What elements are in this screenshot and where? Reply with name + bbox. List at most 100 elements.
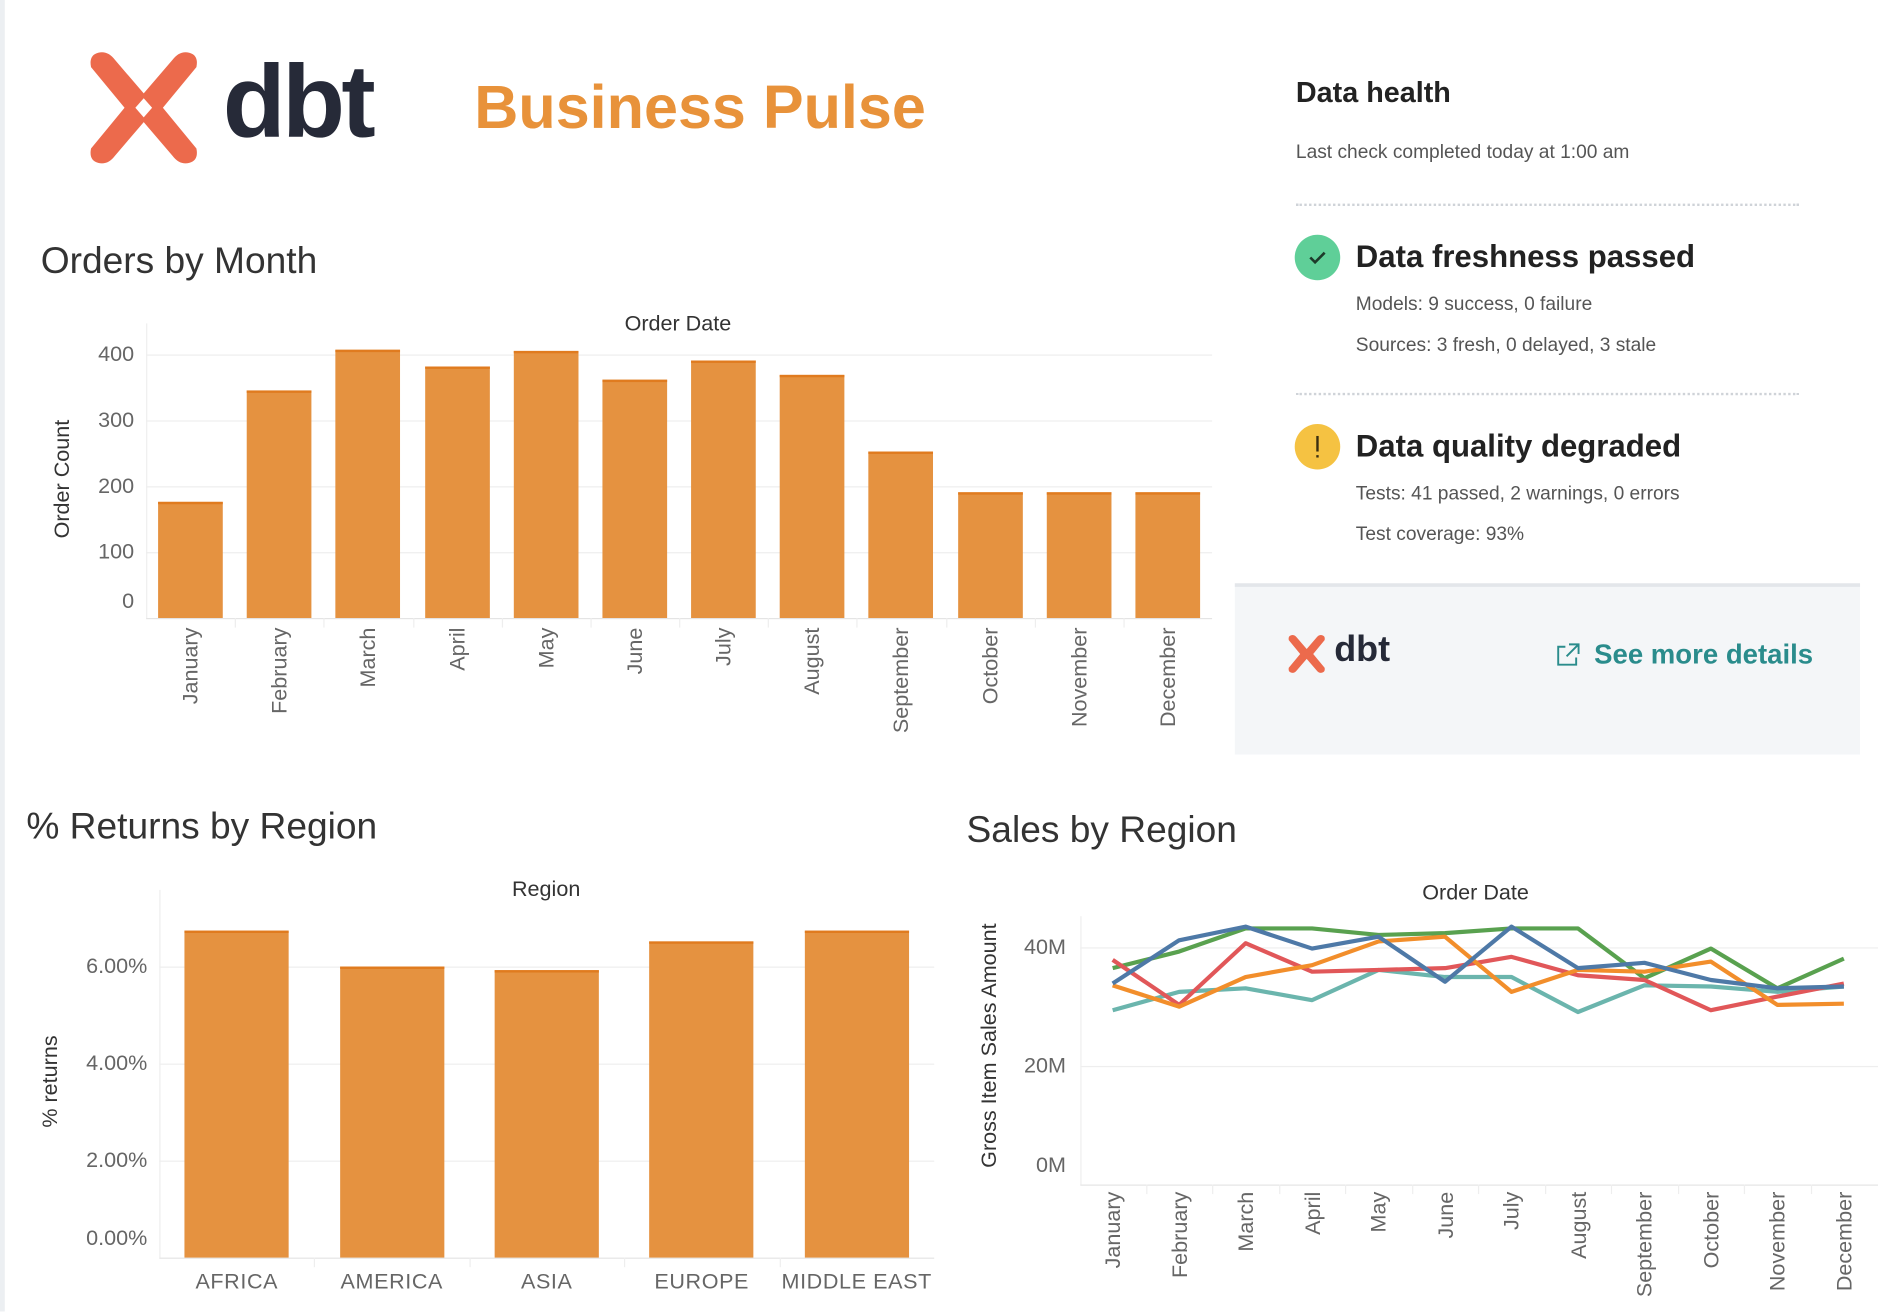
gridline: [146, 354, 1213, 356]
data-health-title: Data health: [1295, 76, 1451, 109]
x-axis-title: Region: [511, 876, 581, 901]
y-tick-label: 0: [122, 588, 135, 613]
coverage-summary: Test coverage: 93%: [1355, 524, 1525, 545]
y-tick-label: 6.00%: [86, 953, 148, 978]
x-tick-label: AFRICA: [195, 1269, 279, 1294]
x-tick: [1123, 618, 1125, 628]
see-more-details-label: See more details: [1594, 638, 1814, 670]
gridline: [1080, 1065, 1878, 1068]
y-tick-label: 400: [98, 341, 135, 366]
gridline: [146, 420, 1213, 422]
orders-chart-title: Orders by Month: [40, 239, 318, 282]
bar-august: [780, 374, 845, 619]
x-tick: [469, 1257, 471, 1268]
bar-africa: [184, 930, 289, 1258]
dbt-logo-mark-icon: [90, 52, 197, 164]
divider: [1295, 203, 1799, 207]
data-health-footer: dbt See more details: [1234, 583, 1861, 755]
y-tick-label: 0M: [1035, 1152, 1066, 1177]
x-tick: [856, 618, 858, 628]
x-tick: [1212, 1184, 1214, 1195]
x-tick: [679, 618, 681, 628]
y-tick-label: 20M: [1024, 1053, 1066, 1078]
x-tick: [1345, 1184, 1347, 1195]
bar-october: [957, 492, 1023, 618]
x-tick: [945, 618, 947, 628]
check-icon: [1294, 234, 1341, 281]
gridline: [159, 966, 935, 968]
series-line-1[interactable]: [1112, 967, 1845, 1015]
x-axis-line: [159, 1257, 935, 1259]
dbt-logo-mark-icon: [1288, 635, 1325, 673]
tests-summary: Tests: 41 passed, 2 warnings, 0 errors: [1355, 483, 1680, 505]
sources-summary: Sources: 3 fresh, 0 delayed, 3 stale: [1355, 335, 1657, 356]
bar-september: [868, 452, 934, 618]
bar-april: [424, 367, 490, 618]
bar-july: [691, 360, 756, 618]
bar-november: [1046, 492, 1112, 618]
y-tick-label: 4.00%: [86, 1050, 148, 1075]
x-tick: [1611, 1184, 1613, 1195]
see-more-details-link[interactable]: See more details: [1553, 638, 1813, 670]
bar-middle-east: [804, 930, 909, 1258]
y-tick-label: 0.00%: [86, 1225, 148, 1250]
dbt-logo: [84, 48, 204, 174]
dbt-logo-text: dbt: [1334, 629, 1391, 670]
quality-status-title: Data quality degraded: [1355, 427, 1682, 464]
x-tick-label: EUROPE: [654, 1269, 750, 1294]
x-tick-label: ASIA: [520, 1269, 573, 1294]
dashboard-title: Business Pulse: [474, 73, 926, 142]
y-axis-line: [146, 323, 148, 619]
exclamation-icon: [1294, 423, 1341, 470]
y-tick-label: 100: [98, 539, 135, 564]
bar-march: [335, 349, 401, 618]
gridline: [146, 486, 1213, 488]
series-line-5[interactable]: [1111, 924, 1844, 991]
y-axis-line: [159, 889, 161, 1258]
series-line-2[interactable]: [1112, 926, 1845, 991]
external-link-icon: [1557, 642, 1580, 666]
bar-asia: [494, 969, 599, 1258]
bar-europe: [649, 941, 754, 1258]
x-axis-title: Order Date: [1422, 880, 1529, 905]
models-summary: Models: 9 success, 0 failure: [1355, 294, 1593, 315]
x-tick: [1034, 618, 1036, 628]
x-tick: [779, 1257, 781, 1268]
returns-chart-title: % Returns by Region: [26, 804, 378, 847]
x-tick: [624, 1257, 626, 1268]
y-tick-label: 40M: [1024, 934, 1066, 959]
left-border: [0, 0, 5, 1312]
bar-may: [513, 351, 579, 619]
x-tick: [412, 618, 414, 628]
y-tick-label: 300: [98, 407, 135, 432]
x-tick: [1544, 1184, 1546, 1195]
dbt-logo-text: dbt: [222, 44, 376, 160]
bar-february: [247, 390, 312, 618]
x-tick: [1478, 1184, 1480, 1195]
x-tick: [501, 618, 503, 628]
bar-december: [1135, 492, 1200, 618]
last-check-text: Last check completed today at 1:00 am: [1295, 142, 1630, 163]
divider: [1295, 392, 1799, 396]
x-tick: [767, 618, 770, 628]
y-tick-label: 2.00%: [86, 1147, 148, 1172]
x-tick: [323, 618, 325, 628]
bar-january: [158, 502, 223, 618]
x-tick-label: MIDDLE EAST: [781, 1269, 932, 1294]
sales-chart-title: Sales by Region: [966, 808, 1237, 851]
x-tick: [1810, 1184, 1812, 1195]
gridline: [146, 552, 1213, 554]
y-axis-line: [1080, 916, 1082, 1185]
x-tick: [1677, 1184, 1679, 1195]
x-tick: [314, 1257, 316, 1268]
x-tick-label: AMERICA: [340, 1269, 443, 1294]
bar-june: [602, 380, 668, 618]
x-tick: [590, 618, 592, 628]
x-tick: [1145, 1184, 1148, 1195]
bar-america: [339, 966, 444, 1258]
x-tick: [234, 618, 237, 628]
x-axis-title: Order Date: [624, 311, 732, 336]
series-line-4[interactable]: [1112, 934, 1844, 1009]
x-tick: [1278, 1184, 1281, 1195]
x-tick: [1744, 1184, 1746, 1195]
